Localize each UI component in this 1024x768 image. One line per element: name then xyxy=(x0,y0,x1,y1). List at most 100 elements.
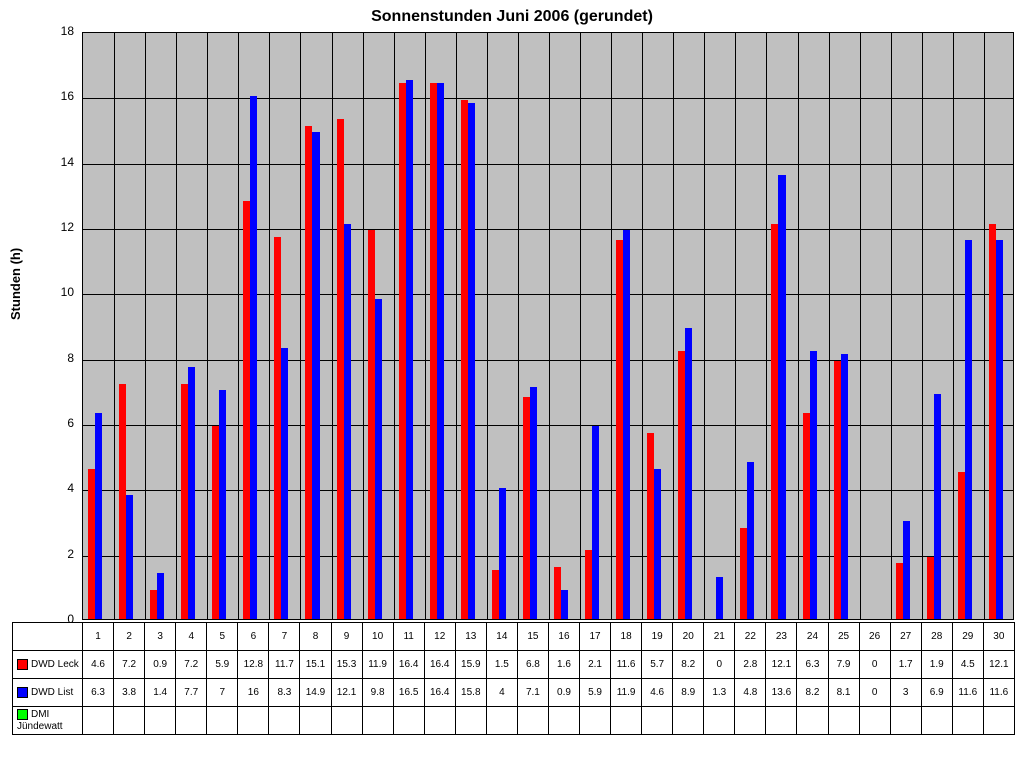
bar xyxy=(312,132,319,619)
bar xyxy=(437,83,444,619)
table-category-cell: 4 xyxy=(176,623,207,651)
table-cell: 12.1 xyxy=(331,679,362,707)
bar xyxy=(499,488,506,619)
table-cell xyxy=(983,707,1014,735)
table-cell: 11.6 xyxy=(611,651,642,679)
table-category-cell: 24 xyxy=(797,623,828,651)
bar xyxy=(157,573,164,619)
table-cell xyxy=(921,707,952,735)
table-cell: 6.9 xyxy=(921,679,952,707)
table-cell xyxy=(207,707,238,735)
bar xyxy=(181,384,188,619)
gridline-v xyxy=(394,33,395,619)
bar xyxy=(958,472,965,619)
table-cell: 1.5 xyxy=(486,651,517,679)
table-category-cell: 11 xyxy=(393,623,424,651)
gridline-h xyxy=(83,360,1013,361)
bar xyxy=(927,557,934,619)
gridline-v xyxy=(922,33,923,619)
table-cell: 8.3 xyxy=(269,679,300,707)
bar xyxy=(530,387,537,619)
table-cell xyxy=(890,707,921,735)
table-cell: 7.2 xyxy=(114,651,145,679)
bar xyxy=(685,328,692,619)
bar xyxy=(716,577,723,619)
table-cell xyxy=(424,707,455,735)
table-cell xyxy=(362,707,393,735)
table-cell: 11.6 xyxy=(983,679,1014,707)
table-category-cell: 7 xyxy=(269,623,300,651)
bar xyxy=(305,126,312,619)
legend-label: DWD List xyxy=(31,687,73,698)
table-cell: 15.3 xyxy=(331,651,362,679)
table-cell: 9.8 xyxy=(362,679,393,707)
bar xyxy=(554,567,561,619)
table-cell xyxy=(797,707,828,735)
table-cell: 12.1 xyxy=(983,651,1014,679)
table-category-cell: 21 xyxy=(704,623,735,651)
bar xyxy=(654,469,661,619)
legend-cell: DMI Jündewatt xyxy=(13,707,83,735)
gridline-v xyxy=(363,33,364,619)
gridline-v xyxy=(891,33,892,619)
table-category-cell: 29 xyxy=(952,623,983,651)
gridline-v xyxy=(238,33,239,619)
bar xyxy=(616,240,623,619)
table-cell xyxy=(548,707,579,735)
table-category-cell: 27 xyxy=(890,623,921,651)
bar xyxy=(368,230,375,619)
table-cell: 0 xyxy=(704,651,735,679)
y-tick-label: 10 xyxy=(34,285,74,299)
table-cell: 16.5 xyxy=(393,679,424,707)
table-cell xyxy=(331,707,362,735)
bar xyxy=(585,550,592,619)
table-cell xyxy=(176,707,207,735)
table-category-cell: 18 xyxy=(611,623,642,651)
gridline-v xyxy=(176,33,177,619)
gridline-v xyxy=(114,33,115,619)
bar xyxy=(88,469,95,619)
bar xyxy=(841,354,848,619)
bar xyxy=(561,590,568,619)
table-cell: 2.1 xyxy=(580,651,611,679)
table-cell: 0 xyxy=(859,679,890,707)
bar xyxy=(592,426,599,619)
table-cell: 15.9 xyxy=(455,651,486,679)
bar xyxy=(810,351,817,619)
bar xyxy=(747,462,754,619)
table-cell: 16.4 xyxy=(424,651,455,679)
table-row: DWD Leck4.67.20.97.25.912.811.715.115.31… xyxy=(13,651,1015,679)
table-cell xyxy=(642,707,673,735)
table-cell: 3.8 xyxy=(114,679,145,707)
table-cell: 7.2 xyxy=(176,651,207,679)
table-cell xyxy=(393,707,424,735)
y-tick-label: 8 xyxy=(34,351,74,365)
bar xyxy=(95,413,102,619)
table-cell: 16.4 xyxy=(424,679,455,707)
table-cell: 11.6 xyxy=(952,679,983,707)
table-cell xyxy=(859,707,890,735)
table-category-cell: 6 xyxy=(238,623,269,651)
gridline-v xyxy=(829,33,830,619)
gridline-v xyxy=(580,33,581,619)
table-cell xyxy=(673,707,704,735)
table-cell: 16 xyxy=(238,679,269,707)
y-tick-label: 18 xyxy=(34,24,74,38)
table-cell xyxy=(766,707,797,735)
gridline-v xyxy=(611,33,612,619)
bar xyxy=(344,224,351,619)
bar xyxy=(647,433,654,619)
table-cell: 8.1 xyxy=(828,679,859,707)
legend-cell-blank xyxy=(13,623,83,651)
legend-swatch xyxy=(17,659,28,670)
gridline-v xyxy=(487,33,488,619)
bar xyxy=(803,413,810,619)
table-cell: 2.8 xyxy=(735,651,766,679)
gridline-v xyxy=(300,33,301,619)
table-cell: 12.8 xyxy=(238,651,269,679)
table-category-cell: 12 xyxy=(424,623,455,651)
table-cell: 5.7 xyxy=(642,651,673,679)
legend-cell: DWD Leck xyxy=(13,651,83,679)
table-cell xyxy=(486,707,517,735)
table-cell xyxy=(828,707,859,735)
